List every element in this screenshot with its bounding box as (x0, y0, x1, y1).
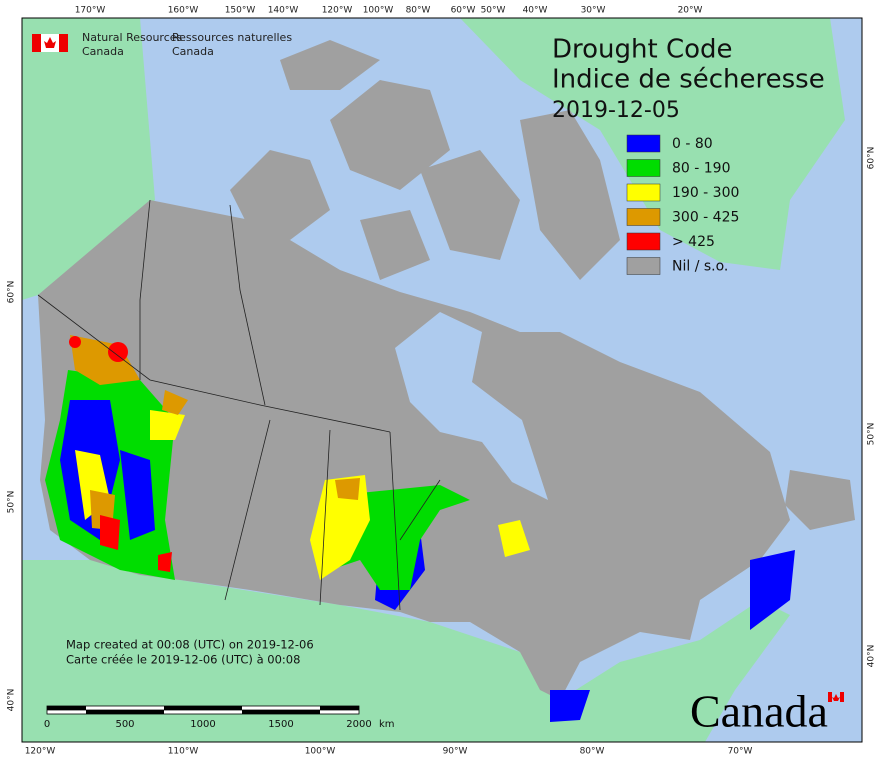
scale-segment (86, 710, 125, 714)
graticule-label: 40°N (7, 689, 17, 712)
drought-red (100, 515, 172, 572)
graticule-label: 50°W (481, 6, 506, 16)
graticule-label: 100°W (305, 747, 336, 757)
graticule-label: 60°N (7, 281, 17, 304)
legend-swatch (626, 257, 661, 275)
maple-leaf (832, 694, 840, 701)
boundary (224, 419, 441, 611)
scale-label: 500 (115, 719, 134, 730)
scale-unit: km (379, 719, 395, 730)
scale-label: 1500 (268, 719, 293, 730)
scale-segment (281, 710, 320, 714)
note: Carte créée le 2019-12-06 (UTC) à 00:08 (66, 653, 300, 667)
scale-segment (125, 710, 164, 714)
scale-label: 1000 (190, 719, 215, 730)
legend-swatch (626, 232, 661, 251)
united-states (22, 560, 790, 742)
boundary (139, 199, 151, 380)
legend-label: > 425 (672, 234, 715, 250)
legend-swatch (626, 159, 661, 177)
drought-red (108, 342, 128, 362)
scale-label: 2000 (346, 719, 371, 730)
scale-segment (242, 710, 281, 714)
hudson-bay (395, 312, 548, 500)
org-en: Natural Resources (82, 31, 183, 44)
graticule-label: 20°W (678, 6, 703, 16)
wordmark: Canada (690, 686, 828, 737)
graticule-label: 170°W (75, 6, 106, 16)
flag-bar (32, 34, 41, 52)
maple-leaf (44, 37, 56, 48)
map-area (22, 18, 862, 742)
legend-label: Nil / s.o. (672, 259, 728, 275)
graticule-label: 40°W (523, 6, 548, 16)
scale-segment (164, 706, 203, 710)
drought-red (69, 336, 81, 348)
graticule-label: 120°W (25, 747, 56, 757)
scale-segment (47, 706, 86, 710)
arctic-islands (230, 40, 620, 280)
graticule-label: 160°W (168, 6, 199, 16)
legend-swatch (626, 134, 661, 153)
graticule-label: 80°W (406, 6, 431, 16)
graticule-label: 50°N (867, 423, 877, 446)
title: Drought Code (552, 35, 733, 65)
graticule-label: 100°W (363, 6, 394, 16)
boundaries (37, 199, 441, 611)
canada-wordmark: Canada (690, 686, 844, 737)
org-en: Canada (82, 45, 124, 58)
flag-bar (59, 34, 68, 52)
legend-label: 190 - 300 (672, 185, 739, 201)
title: Indice de sécheresse (552, 65, 825, 95)
scale-bar: 0 500 1000 1500 2000 km (44, 705, 395, 730)
graticule-label: 80°W (580, 747, 605, 757)
graticule-label: 90°W (443, 747, 468, 757)
canada-mainland (38, 200, 790, 700)
graticule-label: 30°W (581, 6, 606, 16)
org-fr: Canada (172, 45, 214, 58)
map-frame (21, 17, 863, 743)
flag-bar (828, 692, 832, 702)
flag-bar (840, 692, 844, 702)
legend: 0 - 80 80 - 190 190 - 300 300 - 425 > 425 Nil… (626, 134, 739, 275)
boundary (229, 204, 266, 406)
graticule-label: 50°N (7, 491, 17, 514)
boundary (37, 294, 391, 433)
graticule-label: 140°W (268, 6, 299, 16)
graticule-label: 70°W (728, 747, 753, 757)
graticule-label: 60°N (867, 147, 877, 170)
org-fr: Ressources naturelles (172, 31, 292, 44)
graticule-label: 110°W (168, 747, 199, 757)
graticule-label: 120°W (322, 6, 353, 16)
drought-orange (70, 335, 360, 530)
legend-label: 300 - 425 (672, 210, 739, 226)
newfoundland (785, 470, 855, 530)
graticule-label: 40°N (867, 645, 877, 668)
graticule-label: 60°W (451, 6, 476, 16)
scale-segment (320, 706, 359, 710)
drought-areas (45, 335, 795, 722)
nrcan-logo: Natural Resources Canada Ressources natu… (32, 31, 292, 58)
legend-label: 80 - 190 (672, 161, 731, 177)
legend-swatch (626, 208, 661, 226)
date: 2019-12-05 (552, 98, 680, 123)
alaska (22, 18, 155, 300)
scale-segment (203, 706, 242, 710)
graticule-labels: 170°W 160°W 150°W 140°W 120°W 100°W 80°W 60°W 50… (7, 6, 877, 757)
legend-swatch (626, 183, 661, 202)
note: Map created at 00:08 (UTC) on 2019-12-06 (66, 638, 314, 652)
graticule-label: 150°W (225, 6, 256, 16)
scale-label: 0 (44, 719, 50, 730)
legend-label: 0 - 80 (672, 136, 713, 152)
